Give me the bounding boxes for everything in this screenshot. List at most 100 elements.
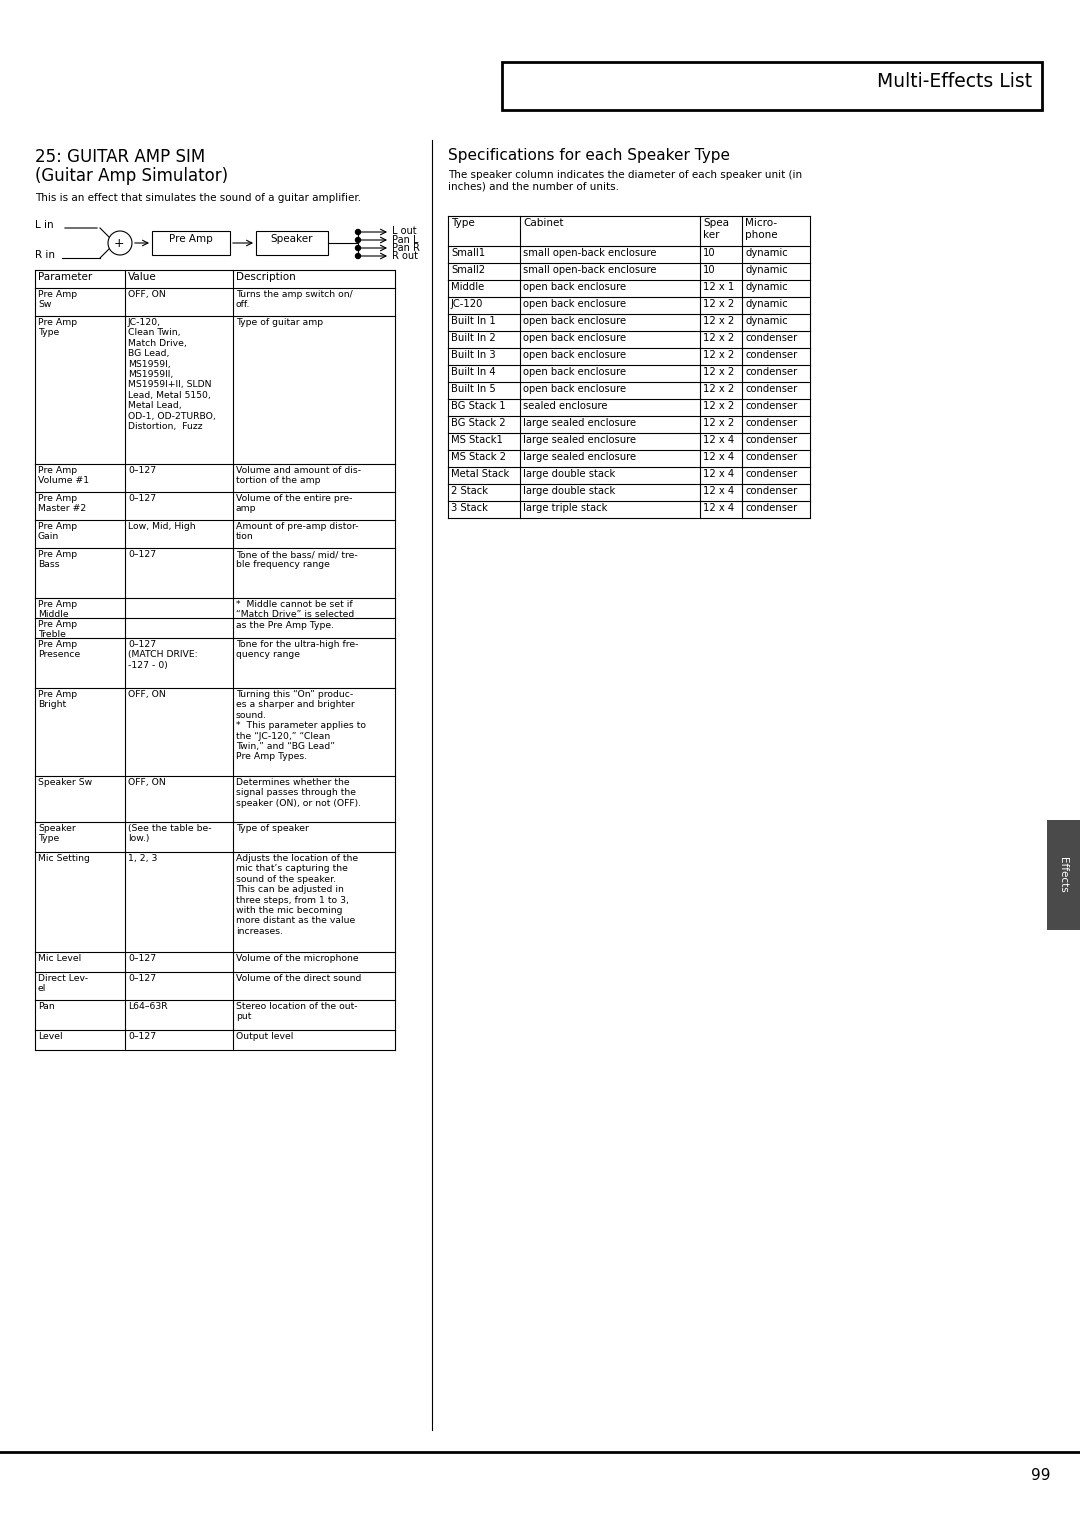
Text: Small1: Small1 [451,248,485,258]
Text: Type: Type [451,219,475,228]
Text: large sealed enclosure: large sealed enclosure [523,452,636,461]
Text: Type of speaker: Type of speaker [237,824,309,833]
Text: Value: Value [129,272,157,283]
Text: L64–63R: L64–63R [129,1002,167,1012]
Text: Pre Amp: Pre Amp [170,234,213,244]
Text: condenser: condenser [745,469,797,478]
Text: large double stack: large double stack [523,486,616,497]
Text: Cabinet: Cabinet [523,219,564,228]
Circle shape [355,254,361,258]
Text: Tone for the ultra-high fre-
quency range: Tone for the ultra-high fre- quency rang… [237,640,359,660]
Text: L in: L in [35,220,54,231]
Bar [1047,821,1080,931]
Text: condenser: condenser [745,435,797,445]
Text: condenser: condenser [745,503,797,513]
Text: R out: R out [392,251,418,261]
Text: Pre Amp
Sw: Pre Amp Sw [38,290,77,309]
Text: 12 x 2: 12 x 2 [703,299,734,309]
Text: small open-back enclosure: small open-back enclosure [523,264,657,275]
Text: condenser: condenser [745,350,797,361]
Bar [256,231,328,255]
Text: dynamic: dynamic [745,248,787,258]
Text: BG Stack 1: BG Stack 1 [451,400,505,411]
Text: 10: 10 [703,264,716,275]
Text: BG Stack 2: BG Stack 2 [451,419,505,428]
Text: Built In 3: Built In 3 [451,350,496,361]
Text: Turning this “On” produc-
es a sharper and brighter
sound.
*  This parameter app: Turning this “On” produc- es a sharper a… [237,691,366,761]
Text: Effects: Effects [1058,857,1068,892]
Text: Parameter: Parameter [38,272,92,283]
Text: 0–127: 0–127 [129,494,157,503]
Text: open back enclosure: open back enclosure [523,283,626,292]
Text: open back enclosure: open back enclosure [523,384,626,394]
Text: large sealed enclosure: large sealed enclosure [523,419,636,428]
Text: large triple stack: large triple stack [523,503,607,513]
Text: 12 x 2: 12 x 2 [703,384,734,394]
Text: Turns the amp switch on/
off.: Turns the amp switch on/ off. [237,290,353,309]
Text: 0–127: 0–127 [129,1031,157,1041]
Text: small open-back enclosure: small open-back enclosure [523,248,657,258]
Text: Multi-Effects List: Multi-Effects List [877,72,1032,92]
Text: Pre Amp
Middle: Pre Amp Middle [38,601,77,619]
Text: sealed enclosure: sealed enclosure [523,400,607,411]
Text: 0–127: 0–127 [129,973,157,983]
Bar [502,63,1042,110]
Circle shape [355,237,361,243]
Text: condenser: condenser [745,452,797,461]
Text: Volume of the entire pre-
amp: Volume of the entire pre- amp [237,494,352,513]
Text: open back enclosure: open back enclosure [523,333,626,342]
Circle shape [355,229,361,234]
Text: Level: Level [38,1031,63,1041]
Text: 12 x 2: 12 x 2 [703,316,734,325]
Text: (See the table be-
low.): (See the table be- low.) [129,824,212,843]
Bar [152,231,230,255]
Text: Built In 2: Built In 2 [451,333,496,342]
Text: dynamic: dynamic [745,283,787,292]
Text: 0–127: 0–127 [129,953,157,963]
Text: Micro-
phone: Micro- phone [745,219,778,240]
Text: Pre Amp
Treble: Pre Amp Treble [38,620,77,639]
Text: 25: GUITAR AMP SIM: 25: GUITAR AMP SIM [35,148,205,167]
Text: Direct Lev-
el: Direct Lev- el [38,973,89,993]
Text: (Guitar Amp Simulator): (Guitar Amp Simulator) [35,167,228,185]
Text: Amount of pre-amp distor-
tion: Amount of pre-amp distor- tion [237,523,359,541]
Text: dynamic: dynamic [745,299,787,309]
Text: Description: Description [237,272,296,283]
Text: Stereo location of the out-
put: Stereo location of the out- put [237,1002,357,1021]
Text: 12 x 2: 12 x 2 [703,400,734,411]
Text: Mic Level: Mic Level [38,953,81,963]
Text: Pre Amp
Presence: Pre Amp Presence [38,640,80,660]
Text: open back enclosure: open back enclosure [523,316,626,325]
Text: OFF, ON: OFF, ON [129,290,165,299]
Text: 12 x 2: 12 x 2 [703,419,734,428]
Text: Determines whether the
signal passes through the
speaker (ON), or not (OFF).: Determines whether the signal passes thr… [237,778,361,808]
Text: OFF, ON: OFF, ON [129,778,165,787]
Text: Adjusts the location of the
mic that’s capturing the
sound of the speaker.
This : Adjusts the location of the mic that’s c… [237,854,359,935]
Text: 3 Stack: 3 Stack [451,503,488,513]
Text: 0–127: 0–127 [129,550,157,559]
Text: Volume of the direct sound: Volume of the direct sound [237,973,362,983]
Text: +: + [113,237,124,251]
Text: 10: 10 [703,248,716,258]
Text: Pre Amp
Bass: Pre Amp Bass [38,550,77,570]
Text: Pre Amp
Volume #1: Pre Amp Volume #1 [38,466,90,486]
Text: Pre Amp
Gain: Pre Amp Gain [38,523,77,541]
Text: condenser: condenser [745,400,797,411]
Text: large sealed enclosure: large sealed enclosure [523,435,636,445]
Text: Small2: Small2 [451,264,485,275]
Text: 12 x 4: 12 x 4 [703,452,734,461]
Text: 0–127
(MATCH DRIVE:
-127 - 0): 0–127 (MATCH DRIVE: -127 - 0) [129,640,198,669]
Text: Metal Stack: Metal Stack [451,469,510,478]
Text: 2 Stack: 2 Stack [451,486,488,497]
Text: JC-120: JC-120 [451,299,484,309]
Text: Mic Setting: Mic Setting [38,854,90,863]
Text: Pre Amp
Bright: Pre Amp Bright [38,691,77,709]
Text: Spea
ker: Spea ker [703,219,729,240]
Text: *  Middle cannot be set if
“Match Drive” is selected
as the Pre Amp Type.: * Middle cannot be set if “Match Drive” … [237,601,354,630]
Text: Volume and amount of dis-
tortion of the amp: Volume and amount of dis- tortion of the… [237,466,361,486]
Text: Specifications for each Speaker Type: Specifications for each Speaker Type [448,148,730,163]
Text: R in: R in [35,251,55,260]
Text: 1, 2, 3: 1, 2, 3 [129,854,158,863]
Text: Tone of the bass/ mid/ tre-
ble frequency range: Tone of the bass/ mid/ tre- ble frequenc… [237,550,357,570]
Text: JC-120,
Clean Twin,
Match Drive,
BG Lead,
MS1959I,
MS1959II,
MS1959I+II, SLDN
Le: JC-120, Clean Twin, Match Drive, BG Lead… [129,318,216,431]
